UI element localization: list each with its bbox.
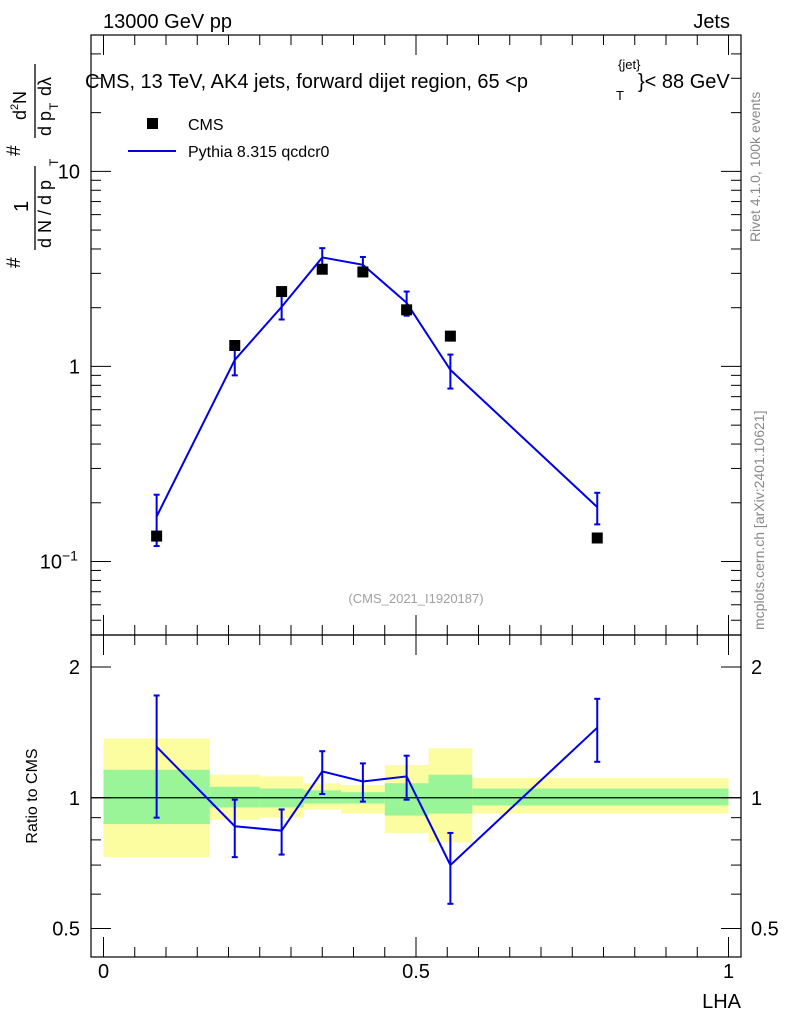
plot-title: CMS, 13 TeV, AK4 jets, forward dijet reg… [85, 71, 528, 93]
ratio-panel [91, 694, 741, 905]
ylabel-frac-subscript: T [47, 158, 61, 166]
ratio-mc-line [155, 726, 598, 867]
legend-data-label: CMS [188, 117, 224, 134]
ratio-y-axis-label: Ratio to CMS [24, 748, 41, 843]
mcplots-label: mcplots.cern.ch [arXiv:2401.10621] [751, 411, 767, 630]
ratio-y-tick-label-right-2: 2 [751, 657, 762, 679]
cms-data-point-0 [151, 530, 163, 542]
main-y-axis-label: # 1 d N / d p T # d 2 N d p T dλ [4, 64, 61, 268]
ylabel-rhs-numerator-n: N [10, 91, 30, 104]
ratio-y-tick-label-2: 2 [69, 657, 80, 679]
plot-title-main: CMS, 13 TeV, AK4 jets, forward dijet reg… [85, 71, 528, 93]
ratio-band-green-6 [428, 774, 473, 814]
x-tick-label-0: 0 [98, 961, 109, 983]
ylabel-hash-right: # [4, 145, 25, 156]
ylabel-frac-numerator: 1 [11, 201, 33, 212]
cms-data-point-3 [316, 263, 328, 275]
ratio-y-tick-label-1: 1 [69, 788, 80, 810]
main-y-tick-label-0: 10 [40, 552, 62, 574]
plot-title-subscript: T [616, 88, 624, 103]
legend-data-marker [147, 118, 158, 129]
ylabel-frac-denominator: d N / d p [35, 180, 55, 248]
ratio-band-green-3 [303, 790, 341, 804]
ylabel-hash-left: # [4, 257, 25, 268]
ratio-band-green-1 [209, 786, 260, 808]
mc-line [155, 256, 598, 517]
main-y-tick-exponent-0: −1 [62, 548, 78, 564]
cms-data-point-5 [401, 304, 413, 316]
ratio-y-tick-label-0: 0.5 [52, 919, 80, 941]
analysis-watermark: (CMS_2021_I1920187) [348, 591, 483, 606]
ratio-y-tick-label-right-0: 0.5 [751, 919, 779, 941]
main-panel [151, 247, 603, 548]
ylabel-rhs-subscript: T [47, 102, 61, 110]
ylabel-rhs-sup2: 2 [9, 104, 21, 110]
ratio-band-green-7 [472, 788, 729, 806]
main-y-tick-label-1: 1 [69, 356, 80, 378]
ylabel-rhs-dlambda: dλ [35, 77, 55, 96]
legend-mc-label: Pythia 8.315 qcdcr0 [188, 144, 330, 161]
rivet-version-label: Rivet 4.1.0, 100k events [747, 92, 763, 242]
cms-data-point-1 [229, 340, 241, 352]
header-energy-label: 13000 GeV pp [103, 11, 232, 33]
header-category-label: Jets [693, 11, 730, 33]
x-tick-label-2: 1 [723, 961, 734, 983]
plot-title-superscript: {jet} [618, 57, 641, 72]
main-y-tick-label-2: 10 [58, 161, 80, 183]
x-tick-label-1: 0.5 [402, 961, 430, 983]
cms-data-point-4 [357, 266, 369, 278]
cms-data-point-6 [444, 330, 456, 342]
ylabel-rhs-numerator-d: d [10, 110, 30, 120]
cms-data-point-2 [276, 286, 288, 298]
ratio-y-tick-label-right-1: 1 [751, 788, 762, 810]
cms-data-point-7 [591, 532, 603, 544]
x-axis-label: LHA [702, 991, 742, 1013]
ylabel-rhs-denominator: d p [35, 111, 55, 136]
plot-title-tail: }< 88 GeV [638, 71, 730, 93]
